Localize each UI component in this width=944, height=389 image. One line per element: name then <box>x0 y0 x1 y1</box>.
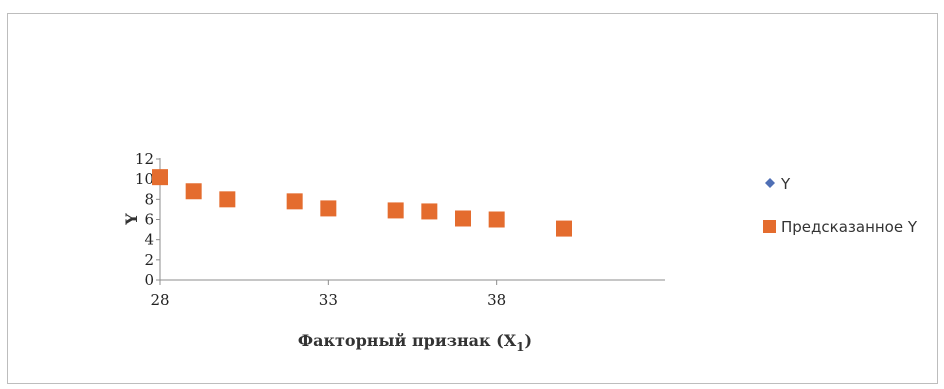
chart-frame <box>7 13 938 384</box>
legend-item-y: Y <box>765 175 791 193</box>
legend: Y Предсказанное Y <box>763 175 918 236</box>
point-predicted-y-square <box>421 203 438 220</box>
y-tick-label: 8 <box>144 190 154 208</box>
point-predicted-y-square <box>455 210 471 227</box>
x-axis-label-close: ) <box>525 331 533 350</box>
legend-label-y: Y <box>780 175 791 193</box>
x-tick-label: 38 <box>487 291 506 309</box>
legend-marker-diamond <box>765 178 775 188</box>
x-tick-label: 33 <box>319 291 338 309</box>
y-tick-labels: 0 2 4 6 8 10 12 <box>135 150 154 289</box>
y-tick-label: 0 <box>144 271 154 289</box>
point-predicted-y-square <box>286 193 303 210</box>
x-axis-label: Факторный признак (X1) <box>298 331 532 354</box>
point-predicted-y-square <box>185 183 202 200</box>
axes-layer <box>156 158 665 285</box>
y-tick-label: 6 <box>144 211 154 229</box>
legend-label-predicted-y: Предсказанное Y <box>781 218 918 236</box>
y-tick-label: 2 <box>144 251 154 269</box>
point-predicted-y-square <box>152 169 168 186</box>
point-predicted-y-square <box>387 202 404 219</box>
point-predicted-y-square <box>219 191 236 208</box>
x-axis-label-subscript: 1 <box>516 340 524 354</box>
y-tick-label: 4 <box>144 231 154 249</box>
data-points <box>152 169 572 237</box>
y-axis-label: Y <box>122 213 141 226</box>
point-predicted-y-square <box>556 220 572 237</box>
y-tick-label: 12 <box>135 150 154 168</box>
x-axis-label-main: Факторный признак (X <box>298 331 517 350</box>
legend-marker-square <box>763 220 776 233</box>
point-predicted-y-square <box>488 211 505 228</box>
x-tick-labels: 28 33 38 <box>150 291 506 309</box>
y-tick-label: 10 <box>135 170 154 188</box>
x-tick-label: 28 <box>150 291 169 309</box>
legend-item-predicted-y: Предсказанное Y <box>763 218 918 236</box>
point-predicted-y-square <box>320 200 337 217</box>
